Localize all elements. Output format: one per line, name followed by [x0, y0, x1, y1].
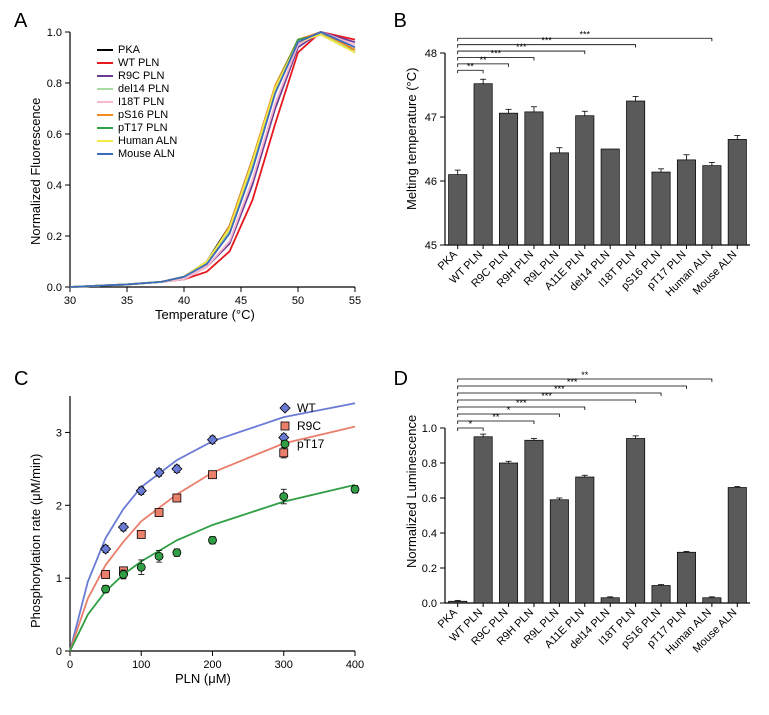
svg-text:***: *** — [566, 377, 577, 387]
svg-text:0.8: 0.8 — [421, 458, 436, 470]
panel-c-label: C — [14, 368, 28, 391]
panel-c: C 0 100 200 300 400 0 1 2 3 WT R9C pT17 Phosphoryla… — [10, 368, 380, 706]
panel-c-xlabel: PLN (μM) — [175, 671, 231, 686]
svg-text:55: 55 — [349, 295, 361, 307]
panel-b-plot: 45464748PKAWT PLNR9C PLNR9H PLNR9L PLNA1… — [445, 15, 750, 245]
svg-text:WT: WT — [297, 401, 316, 415]
legend-item: pT17 PLN — [97, 122, 177, 134]
svg-text:400: 400 — [346, 659, 364, 671]
legend-item: Mouse ALN — [97, 148, 177, 160]
panel-d-label: D — [394, 368, 408, 391]
svg-text:40: 40 — [178, 295, 190, 307]
svg-text:50: 50 — [292, 295, 304, 307]
svg-text:0: 0 — [67, 659, 73, 671]
svg-text:300: 300 — [275, 659, 293, 671]
svg-text:1.0: 1.0 — [421, 423, 436, 435]
panel-a-xlabel: Temperature (°C) — [155, 307, 255, 322]
legend-item: PKA — [97, 44, 177, 56]
svg-text:100: 100 — [132, 659, 150, 671]
svg-text:***: *** — [541, 36, 552, 46]
panel-a-legend: PKAWT PLNR9C PLNdel14 PLNI18T PLNpS16 PL… — [95, 42, 179, 163]
legend-item: WT PLN — [97, 57, 177, 69]
svg-text:46: 46 — [424, 176, 436, 188]
svg-text:2: 2 — [56, 500, 62, 512]
svg-text:**: ** — [492, 412, 500, 422]
figure-grid: A 3035404550550.00.20.40.60.81.0 PKAWT P… — [10, 10, 759, 705]
svg-text:0.0: 0.0 — [421, 598, 436, 610]
svg-text:pT17: pT17 — [297, 437, 325, 451]
svg-text:**: ** — [466, 61, 474, 71]
svg-text:3: 3 — [56, 427, 62, 439]
svg-text:***: *** — [541, 391, 552, 401]
svg-text:30: 30 — [64, 295, 76, 307]
panel-c-ylabel: Phosphorylation rate (μM/min) — [28, 453, 43, 627]
svg-text:1.0: 1.0 — [47, 27, 62, 39]
svg-text:0.0: 0.0 — [47, 282, 62, 294]
svg-text:45: 45 — [424, 240, 436, 252]
panel-d-plot: 0.00.20.40.60.81.0PKAWT PLNR9C PLNR9H PL… — [445, 373, 750, 603]
svg-text:200: 200 — [203, 659, 221, 671]
svg-text:0.8: 0.8 — [47, 78, 62, 90]
svg-text:0.2: 0.2 — [47, 231, 62, 243]
svg-text:0.6: 0.6 — [421, 493, 436, 505]
svg-text:*: * — [468, 419, 472, 429]
panel-a-label: A — [14, 10, 27, 33]
svg-text:R9C: R9C — [297, 419, 321, 433]
svg-text:45: 45 — [235, 295, 247, 307]
svg-text:***: *** — [515, 42, 526, 52]
legend-item: pS16 PLN — [97, 109, 177, 121]
svg-text:*: * — [506, 405, 510, 415]
legend-item: del14 PLN — [97, 83, 177, 95]
svg-text:0.4: 0.4 — [47, 180, 62, 192]
legend-item: I18T PLN — [97, 96, 177, 108]
panel-c-plot: 01002003004000123WTR9CpT17 — [70, 396, 355, 651]
svg-text:1: 1 — [56, 573, 62, 585]
panel-d: D 0.00.20.40.60.81.0PKAWT PLNR9C PLNR9H … — [390, 368, 760, 706]
panel-d-ylabel: Normalized Luminescence — [404, 414, 419, 567]
svg-text:48: 48 — [424, 48, 436, 60]
legend-item: R9C PLN — [97, 70, 177, 82]
svg-text:***: *** — [579, 29, 590, 39]
svg-text:0.4: 0.4 — [421, 528, 436, 540]
svg-text:47: 47 — [424, 112, 436, 124]
svg-text:0: 0 — [56, 646, 62, 658]
svg-text:0.2: 0.2 — [421, 563, 436, 575]
svg-text:**: ** — [479, 55, 487, 65]
legend-item: Human ALN — [97, 135, 177, 147]
svg-text:35: 35 — [121, 295, 133, 307]
panel-b-ylabel: Melting temperature (°C) — [404, 68, 419, 210]
panel-b-label: B — [394, 10, 407, 33]
svg-text:***: *** — [554, 384, 565, 394]
svg-text:**: ** — [581, 370, 589, 380]
svg-text:0.6: 0.6 — [47, 129, 62, 141]
svg-text:***: *** — [515, 398, 526, 408]
panel-b: B 45464748PKAWT PLNR9C PLNR9H PLNR9L PLN… — [390, 10, 760, 348]
panel-a: A 30 35 40 45 50 55 0.0 0.2 0.4 0.6 0.8 1.0 PKAWT P… — [10, 10, 380, 348]
svg-text:***: *** — [490, 48, 501, 58]
panel-a-ylabel: Normalized Fluorescence — [28, 98, 43, 245]
